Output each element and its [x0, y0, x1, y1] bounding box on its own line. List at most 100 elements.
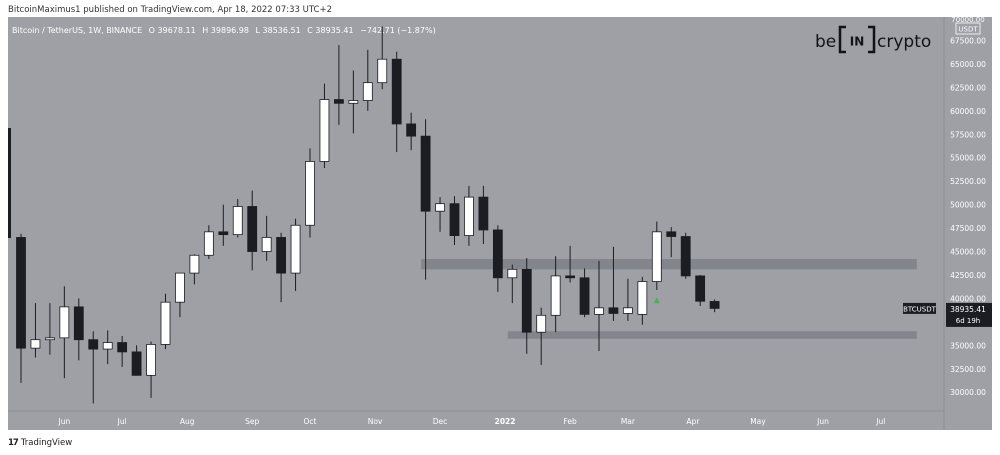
- candle-body: [175, 272, 185, 303]
- candle-3: [59, 286, 70, 379]
- footer: 17 TradingView: [0, 432, 1000, 455]
- candle-body: [521, 268, 532, 333]
- change-value: −742.71 (−1.87%): [360, 26, 436, 35]
- candle-34: [507, 264, 518, 304]
- candle-29: [435, 197, 445, 232]
- candle-24: [362, 49, 373, 111]
- candle-body: [117, 342, 128, 353]
- candle-body: [449, 203, 460, 236]
- candle-44: [651, 221, 662, 290]
- candle-body: [492, 229, 503, 279]
- countdown-text: 6d 19h: [956, 317, 980, 325]
- y-tick-label: 40000.00: [950, 294, 986, 303]
- candle-9: [146, 341, 156, 398]
- price-text: 38935.41: [950, 305, 986, 314]
- candle-35: [521, 258, 532, 354]
- candle-20: [305, 148, 315, 238]
- x-tick-label: Jun: [816, 417, 829, 426]
- candle-body: [333, 99, 344, 104]
- candle-body: [391, 58, 402, 125]
- candle-42: [623, 278, 633, 321]
- candle-body: [160, 301, 171, 345]
- candle-body: [680, 236, 691, 277]
- logo-box: IN: [850, 35, 865, 49]
- candle-18: [276, 232, 287, 303]
- candle-16: [247, 190, 258, 271]
- candle-11: [175, 272, 185, 318]
- candle-body: [232, 206, 243, 236]
- logo-bracket-icon: [838, 25, 876, 54]
- candle-21: [319, 83, 330, 169]
- x-tick-label: Apr: [686, 417, 700, 426]
- publish-line: BitcoinMaximus1 published on TradingView…: [8, 5, 332, 15]
- close-label: C: [307, 26, 313, 35]
- candle-body: [247, 206, 258, 252]
- candle-body: [709, 301, 720, 309]
- candle-body: [146, 343, 156, 376]
- candle-body: [218, 231, 229, 236]
- low-label: L: [256, 26, 261, 35]
- candle-body: [276, 237, 287, 274]
- currency-badge[interactable]: [955, 22, 981, 35]
- candle-41: [608, 246, 619, 321]
- candle-body: [88, 339, 99, 350]
- logo-pre: be: [815, 32, 836, 52]
- candle-body: [651, 231, 662, 282]
- y-tick-label: 45000.00: [950, 248, 986, 257]
- candle-17: [261, 215, 272, 261]
- currency-label: USDT: [958, 26, 978, 34]
- candle-body: [594, 307, 604, 315]
- candle-body: [319, 99, 330, 162]
- candles: [16, 26, 720, 404]
- candle-22: [333, 45, 344, 125]
- y-tick-label: 60000.00: [950, 107, 986, 116]
- candle-12: [189, 254, 200, 285]
- candle-body: [377, 58, 388, 84]
- candle-body: [16, 237, 26, 349]
- zone-2: [507, 331, 917, 339]
- x-tick-label: 2022: [495, 417, 516, 426]
- open-value: 39678.11: [158, 26, 196, 35]
- candle-48: [709, 299, 720, 313]
- candle-body: [608, 307, 619, 314]
- candle-45: [666, 227, 677, 258]
- y-tick-label: 30000.00: [950, 388, 986, 397]
- candle-body: [666, 231, 677, 237]
- candle-body: [550, 275, 561, 316]
- y-tick-label: 67500.00: [950, 36, 986, 45]
- candle-body: [464, 196, 474, 236]
- candle-body: [536, 314, 547, 333]
- chart-title: Bitcoin / TetherUS, 1W, BINANCE: [12, 26, 142, 35]
- candle-body: [261, 237, 272, 252]
- candle-body: [305, 161, 315, 226]
- x-tick-label: Nov: [368, 417, 383, 426]
- tradingview-logo[interactable]: 17 TradingView: [8, 438, 72, 448]
- symbol-tag: [903, 302, 936, 314]
- candle-4: [73, 298, 84, 361]
- candle-46: [680, 232, 691, 279]
- candle-body: [435, 203, 445, 212]
- beincrypto-logo: be IN crypto: [815, 25, 931, 54]
- x-tick-label: May: [750, 417, 766, 426]
- y-tick-label: 70000.00: [951, 16, 984, 24]
- candle-43: [637, 276, 648, 325]
- candle-5: [88, 331, 99, 404]
- candle-body: [637, 281, 648, 315]
- plot-background[interactable]: [8, 17, 944, 411]
- y-tick-label: 55000.00: [950, 154, 986, 163]
- candle-19: [290, 218, 301, 291]
- green-arrow-icon: [653, 297, 660, 304]
- logo-post: crypto: [877, 32, 931, 52]
- current-price-label: BTCUSDT 38935.41 6d 19h: [903, 302, 992, 327]
- candle-40: [594, 260, 604, 351]
- symbol-text: BTCUSDT: [903, 305, 937, 313]
- candle-32: [478, 185, 489, 245]
- candle-body: [30, 339, 41, 349]
- time-axis[interactable]: [8, 411, 992, 430]
- price-axis[interactable]: [944, 17, 992, 411]
- candle-30: [449, 196, 460, 245]
- candle-body: [348, 100, 359, 104]
- x-tick-label: Dec: [433, 417, 448, 426]
- high-value: 39896.98: [211, 26, 249, 35]
